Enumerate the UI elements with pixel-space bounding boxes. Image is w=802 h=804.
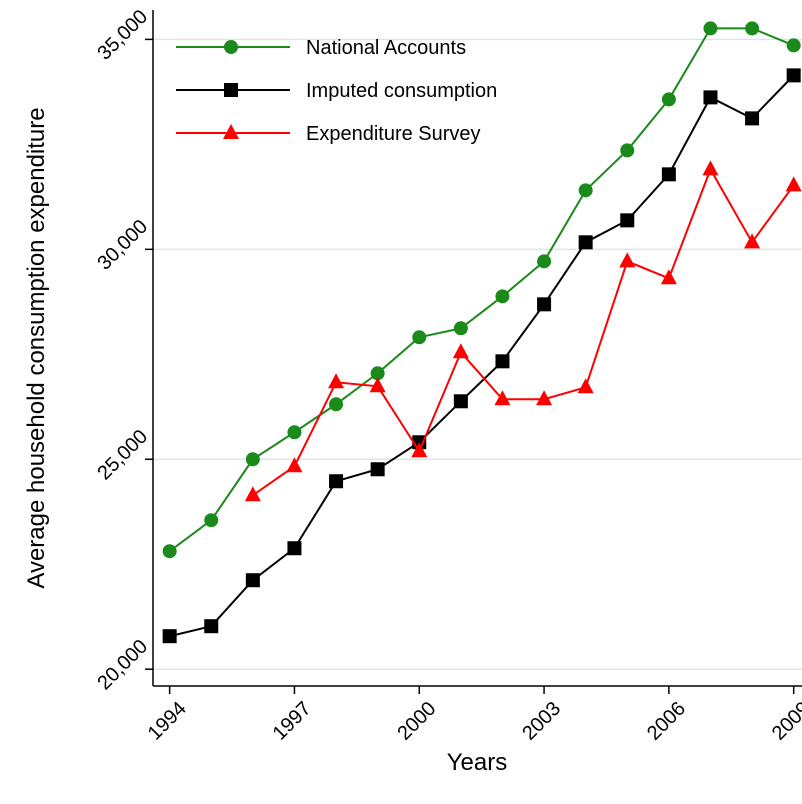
marker	[536, 390, 553, 406]
x-tick-label: 2000	[393, 698, 440, 745]
marker	[453, 394, 468, 409]
x-tick-label: 2003	[518, 698, 565, 745]
marker	[370, 366, 385, 381]
marker	[702, 160, 719, 176]
series-line	[169, 27, 795, 553]
marker	[577, 378, 594, 394]
y-tick-label: 25,000	[93, 426, 152, 485]
marker	[452, 343, 469, 359]
legend-marker	[224, 83, 238, 97]
marker	[660, 269, 677, 285]
marker	[453, 321, 468, 336]
marker	[786, 38, 801, 53]
marker	[162, 629, 177, 644]
marker	[578, 235, 593, 250]
marker	[745, 111, 760, 126]
y-tick-label: 35,000	[93, 6, 152, 65]
marker	[204, 619, 219, 634]
x-tick-label: 1997	[269, 698, 316, 745]
marker	[620, 143, 635, 158]
legend-label: Imputed consumption	[306, 80, 497, 102]
marker	[412, 330, 427, 345]
marker	[495, 354, 510, 369]
legend-marker	[224, 40, 238, 54]
marker	[162, 544, 177, 559]
marker	[537, 254, 552, 269]
marker	[494, 390, 511, 406]
marker	[703, 90, 718, 105]
y-axis-label: Average household consumption expenditur…	[23, 107, 50, 588]
x-axis-label: Years	[447, 749, 508, 776]
marker	[661, 167, 676, 182]
marker	[411, 442, 428, 458]
marker	[744, 233, 761, 249]
marker	[287, 425, 302, 440]
marker	[328, 373, 345, 389]
marker	[495, 289, 510, 304]
marker	[245, 573, 260, 588]
marker	[329, 397, 344, 412]
legend-marker	[223, 124, 239, 139]
marker	[369, 377, 386, 393]
marker	[537, 297, 552, 312]
marker	[661, 92, 676, 107]
marker	[745, 21, 760, 36]
marker	[785, 176, 802, 192]
marker	[620, 213, 635, 228]
x-tick-label: 1994	[144, 698, 191, 745]
y-tick-label: 30,000	[93, 216, 152, 275]
legend-label: National Accounts	[306, 37, 466, 59]
series-line	[252, 167, 795, 497]
marker	[703, 21, 718, 36]
marker	[286, 457, 303, 473]
legend-label: Expenditure Survey	[306, 123, 481, 145]
marker	[786, 68, 801, 83]
series-line	[169, 74, 795, 638]
y-tick-label: 20,000	[93, 636, 152, 695]
marker	[329, 474, 344, 489]
marker	[244, 486, 261, 502]
x-tick-label: 2006	[643, 698, 690, 745]
marker	[619, 252, 636, 268]
marker	[204, 513, 219, 528]
marker	[370, 462, 385, 477]
marker	[578, 183, 593, 198]
marker	[287, 541, 302, 556]
x-tick-label: 2009	[768, 698, 802, 745]
marker	[245, 452, 260, 467]
